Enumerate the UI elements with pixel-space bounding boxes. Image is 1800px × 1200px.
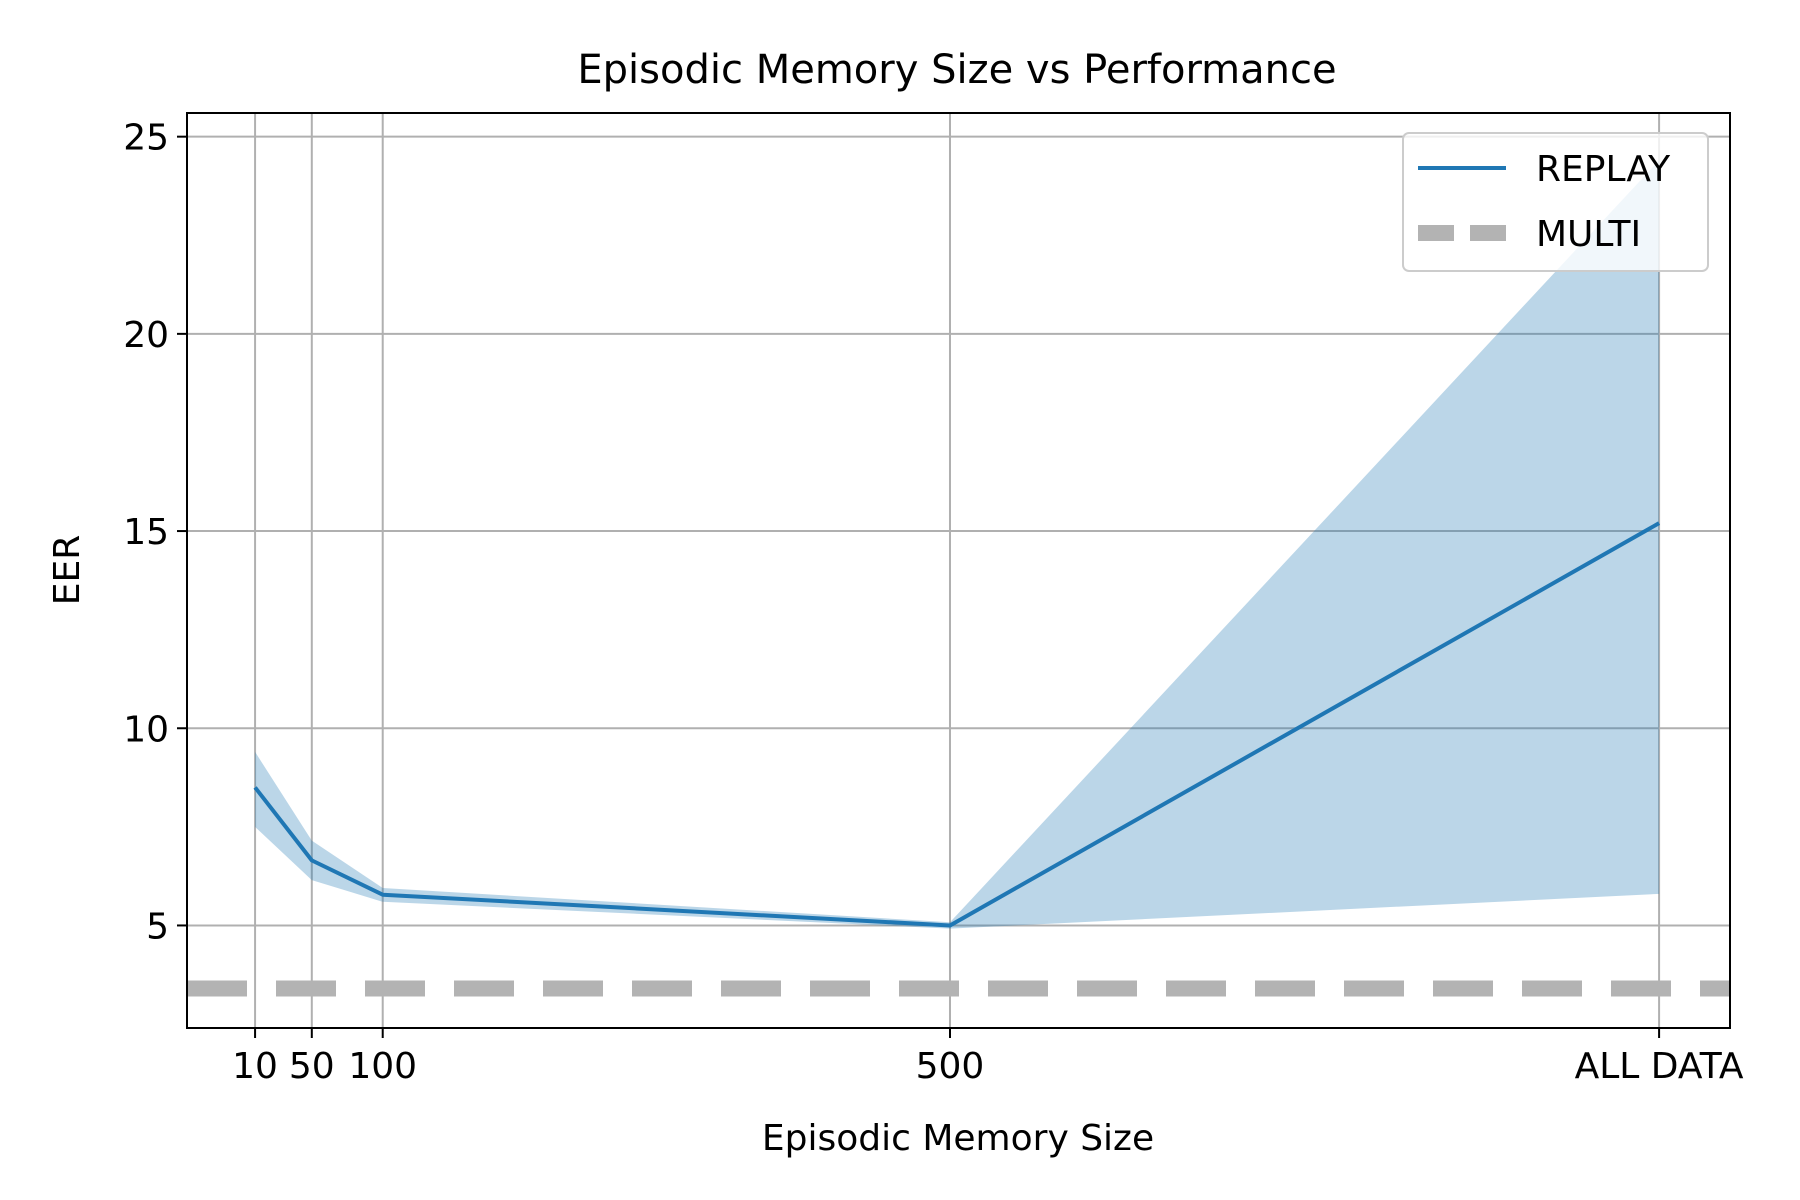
legend: REPLAY MULTI	[1402, 132, 1709, 272]
y-axis-label: EER	[47, 535, 88, 606]
legend-replay-label: REPLAY	[1536, 149, 1671, 190]
axes: 10 50 100 500 ALL DATA 5 10 15 20 25	[123, 118, 1744, 1087]
x-tick-label: 50	[289, 1046, 335, 1087]
x-tick-label: 100	[348, 1046, 417, 1087]
legend-multi-label: MULTI	[1536, 214, 1641, 255]
x-tick-label: ALL DATA	[1575, 1046, 1744, 1087]
x-axis-label: Episodic Memory Size	[762, 1118, 1154, 1159]
y-tick-label: 25	[123, 118, 169, 159]
y-tick-label: 10	[123, 709, 169, 750]
y-tick-label: 5	[146, 906, 169, 947]
replay-line	[253, 521, 1661, 928]
plot-frame	[186, 112, 1731, 1029]
y-tick-label: 20	[123, 315, 169, 356]
x-tick-label: 10	[232, 1046, 278, 1087]
plot-marks	[187, 160, 1730, 997]
y-tick-label: 15	[123, 512, 169, 553]
x-tick-label: 500	[916, 1046, 985, 1087]
chart-title: Episodic Memory Size vs Performance	[577, 47, 1336, 93]
replay-confidence-band	[255, 160, 1660, 929]
